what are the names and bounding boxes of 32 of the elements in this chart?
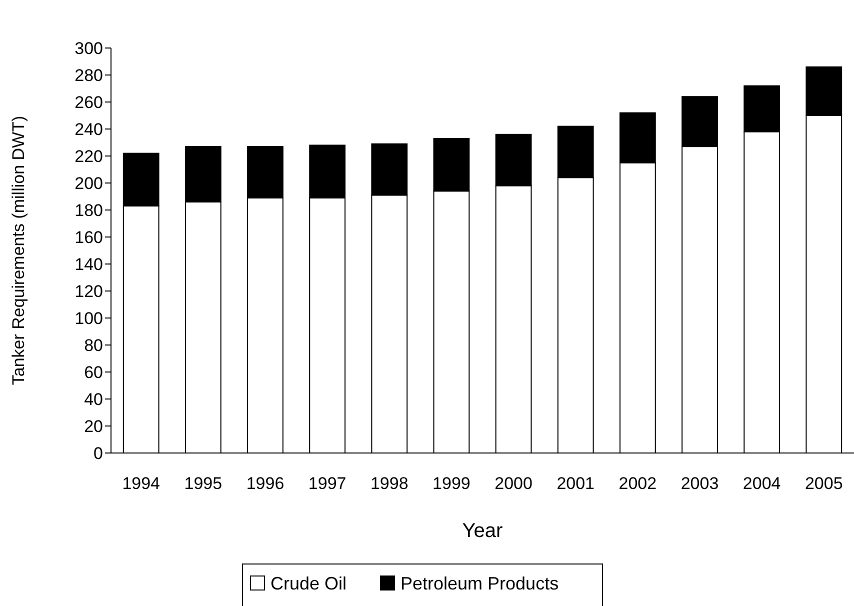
y-tick-label: 0 xyxy=(94,444,103,463)
y-tick-label: 80 xyxy=(84,336,103,355)
y-tick-label: 100 xyxy=(74,308,103,328)
y-tick-label: 220 xyxy=(74,146,103,166)
x-tick-label: 1999 xyxy=(432,474,470,493)
y-tick-label: 20 xyxy=(84,416,103,436)
y-axis-title: Tanker Requirements (million DWT) xyxy=(9,116,28,386)
y-tick-label: 160 xyxy=(74,228,103,247)
y-tick-label: 260 xyxy=(74,92,103,112)
y-tick-label: 140 xyxy=(74,254,103,274)
legend-label: Petroleum Products xyxy=(400,573,559,594)
y-tick-label: 60 xyxy=(84,362,103,382)
x-tick-label: 2004 xyxy=(742,474,781,493)
x-tick-label: 2000 xyxy=(494,474,532,493)
y-tick-label: 40 xyxy=(84,390,103,409)
y-tick-label: 120 xyxy=(74,282,103,301)
x-tick-label: 1996 xyxy=(246,474,284,493)
y-tick-label: 240 xyxy=(74,120,103,139)
x-tick-label: 2005 xyxy=(804,474,843,493)
x-tick-label: 2002 xyxy=(618,474,657,493)
x-tick-label: 2003 xyxy=(680,474,719,493)
x-tick-label: 1995 xyxy=(184,474,222,493)
y-tick-label: 280 xyxy=(74,66,103,85)
x-tick-label: 2001 xyxy=(556,474,595,493)
y-tick-label: 200 xyxy=(74,174,103,193)
x-tick-label: 1997 xyxy=(308,474,346,493)
y-tick-label: 300 xyxy=(74,38,103,58)
y-tick-label: 180 xyxy=(74,200,103,220)
x-tick-label: 1998 xyxy=(370,474,408,493)
x-axis-title: Year xyxy=(462,520,504,542)
x-tick-label: 1994 xyxy=(122,474,160,493)
legend-label: Crude Oil xyxy=(270,573,347,594)
